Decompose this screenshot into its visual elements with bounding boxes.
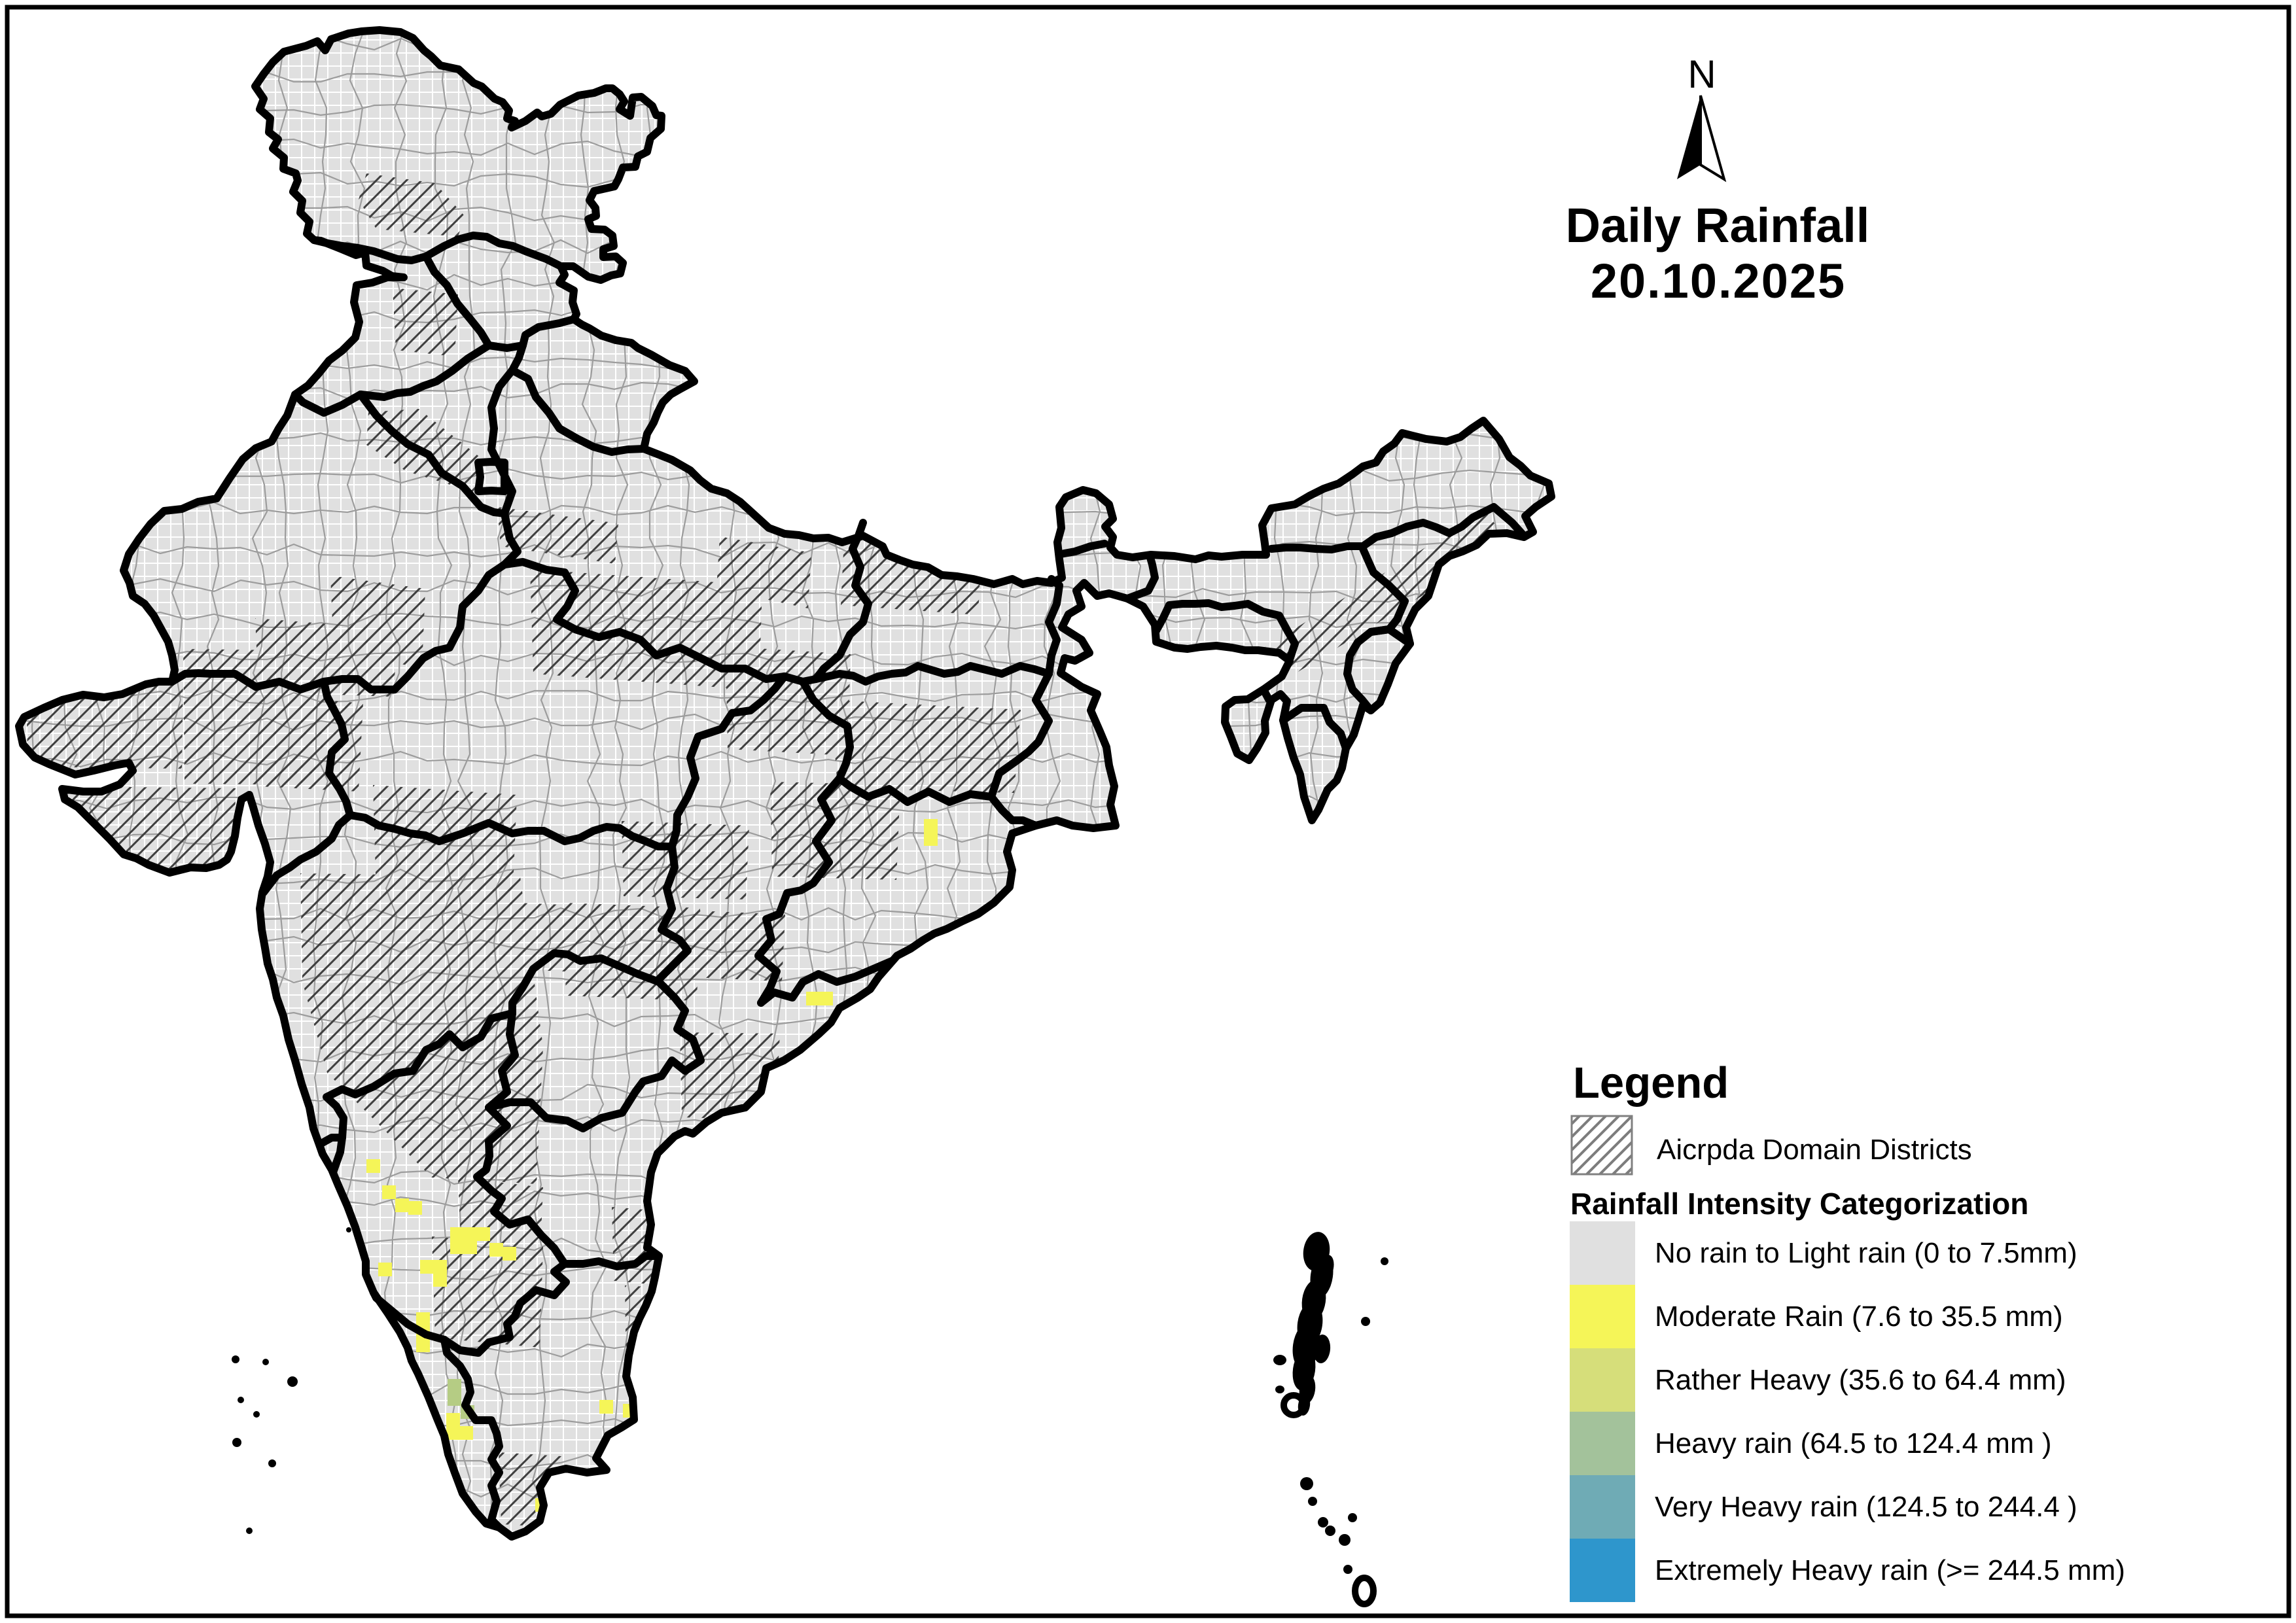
- svg-text:Heavy rain (64.5 to 124.4 mm ): Heavy rain (64.5 to 124.4 mm ): [1655, 1427, 2051, 1459]
- svg-text:No rain to Light rain (0 to 7.: No rain to Light rain (0 to 7.5mm): [1655, 1237, 2077, 1269]
- svg-text:20.10.2025: 20.10.2025: [1591, 254, 1846, 308]
- svg-text:Legend: Legend: [1573, 1058, 1729, 1108]
- svg-text:Aicrpda Domain Districts: Aicrpda Domain Districts: [1657, 1134, 1972, 1166]
- svg-text:Moderate Rain (7.6 to 35.5 mm): Moderate Rain (7.6 to 35.5 mm): [1655, 1300, 2063, 1333]
- svg-text:N: N: [1687, 52, 1716, 96]
- svg-text:Rainfall Intensity Categorizat: Rainfall Intensity Categorization: [1570, 1187, 2028, 1221]
- svg-text:Daily Rainfall: Daily Rainfall: [1566, 198, 1870, 253]
- svg-text:Very Heavy rain (124.5 to 244.: Very Heavy rain (124.5 to 244.4 ): [1655, 1491, 2077, 1523]
- svg-text:Rather Heavy (35.6 to 64.4 mm): Rather Heavy (35.6 to 64.4 mm): [1655, 1364, 2066, 1396]
- svg-text:Extremely Heavy rain (>= 244.: Extremely Heavy rain (>= 244.5 mm): [1655, 1554, 2125, 1586]
